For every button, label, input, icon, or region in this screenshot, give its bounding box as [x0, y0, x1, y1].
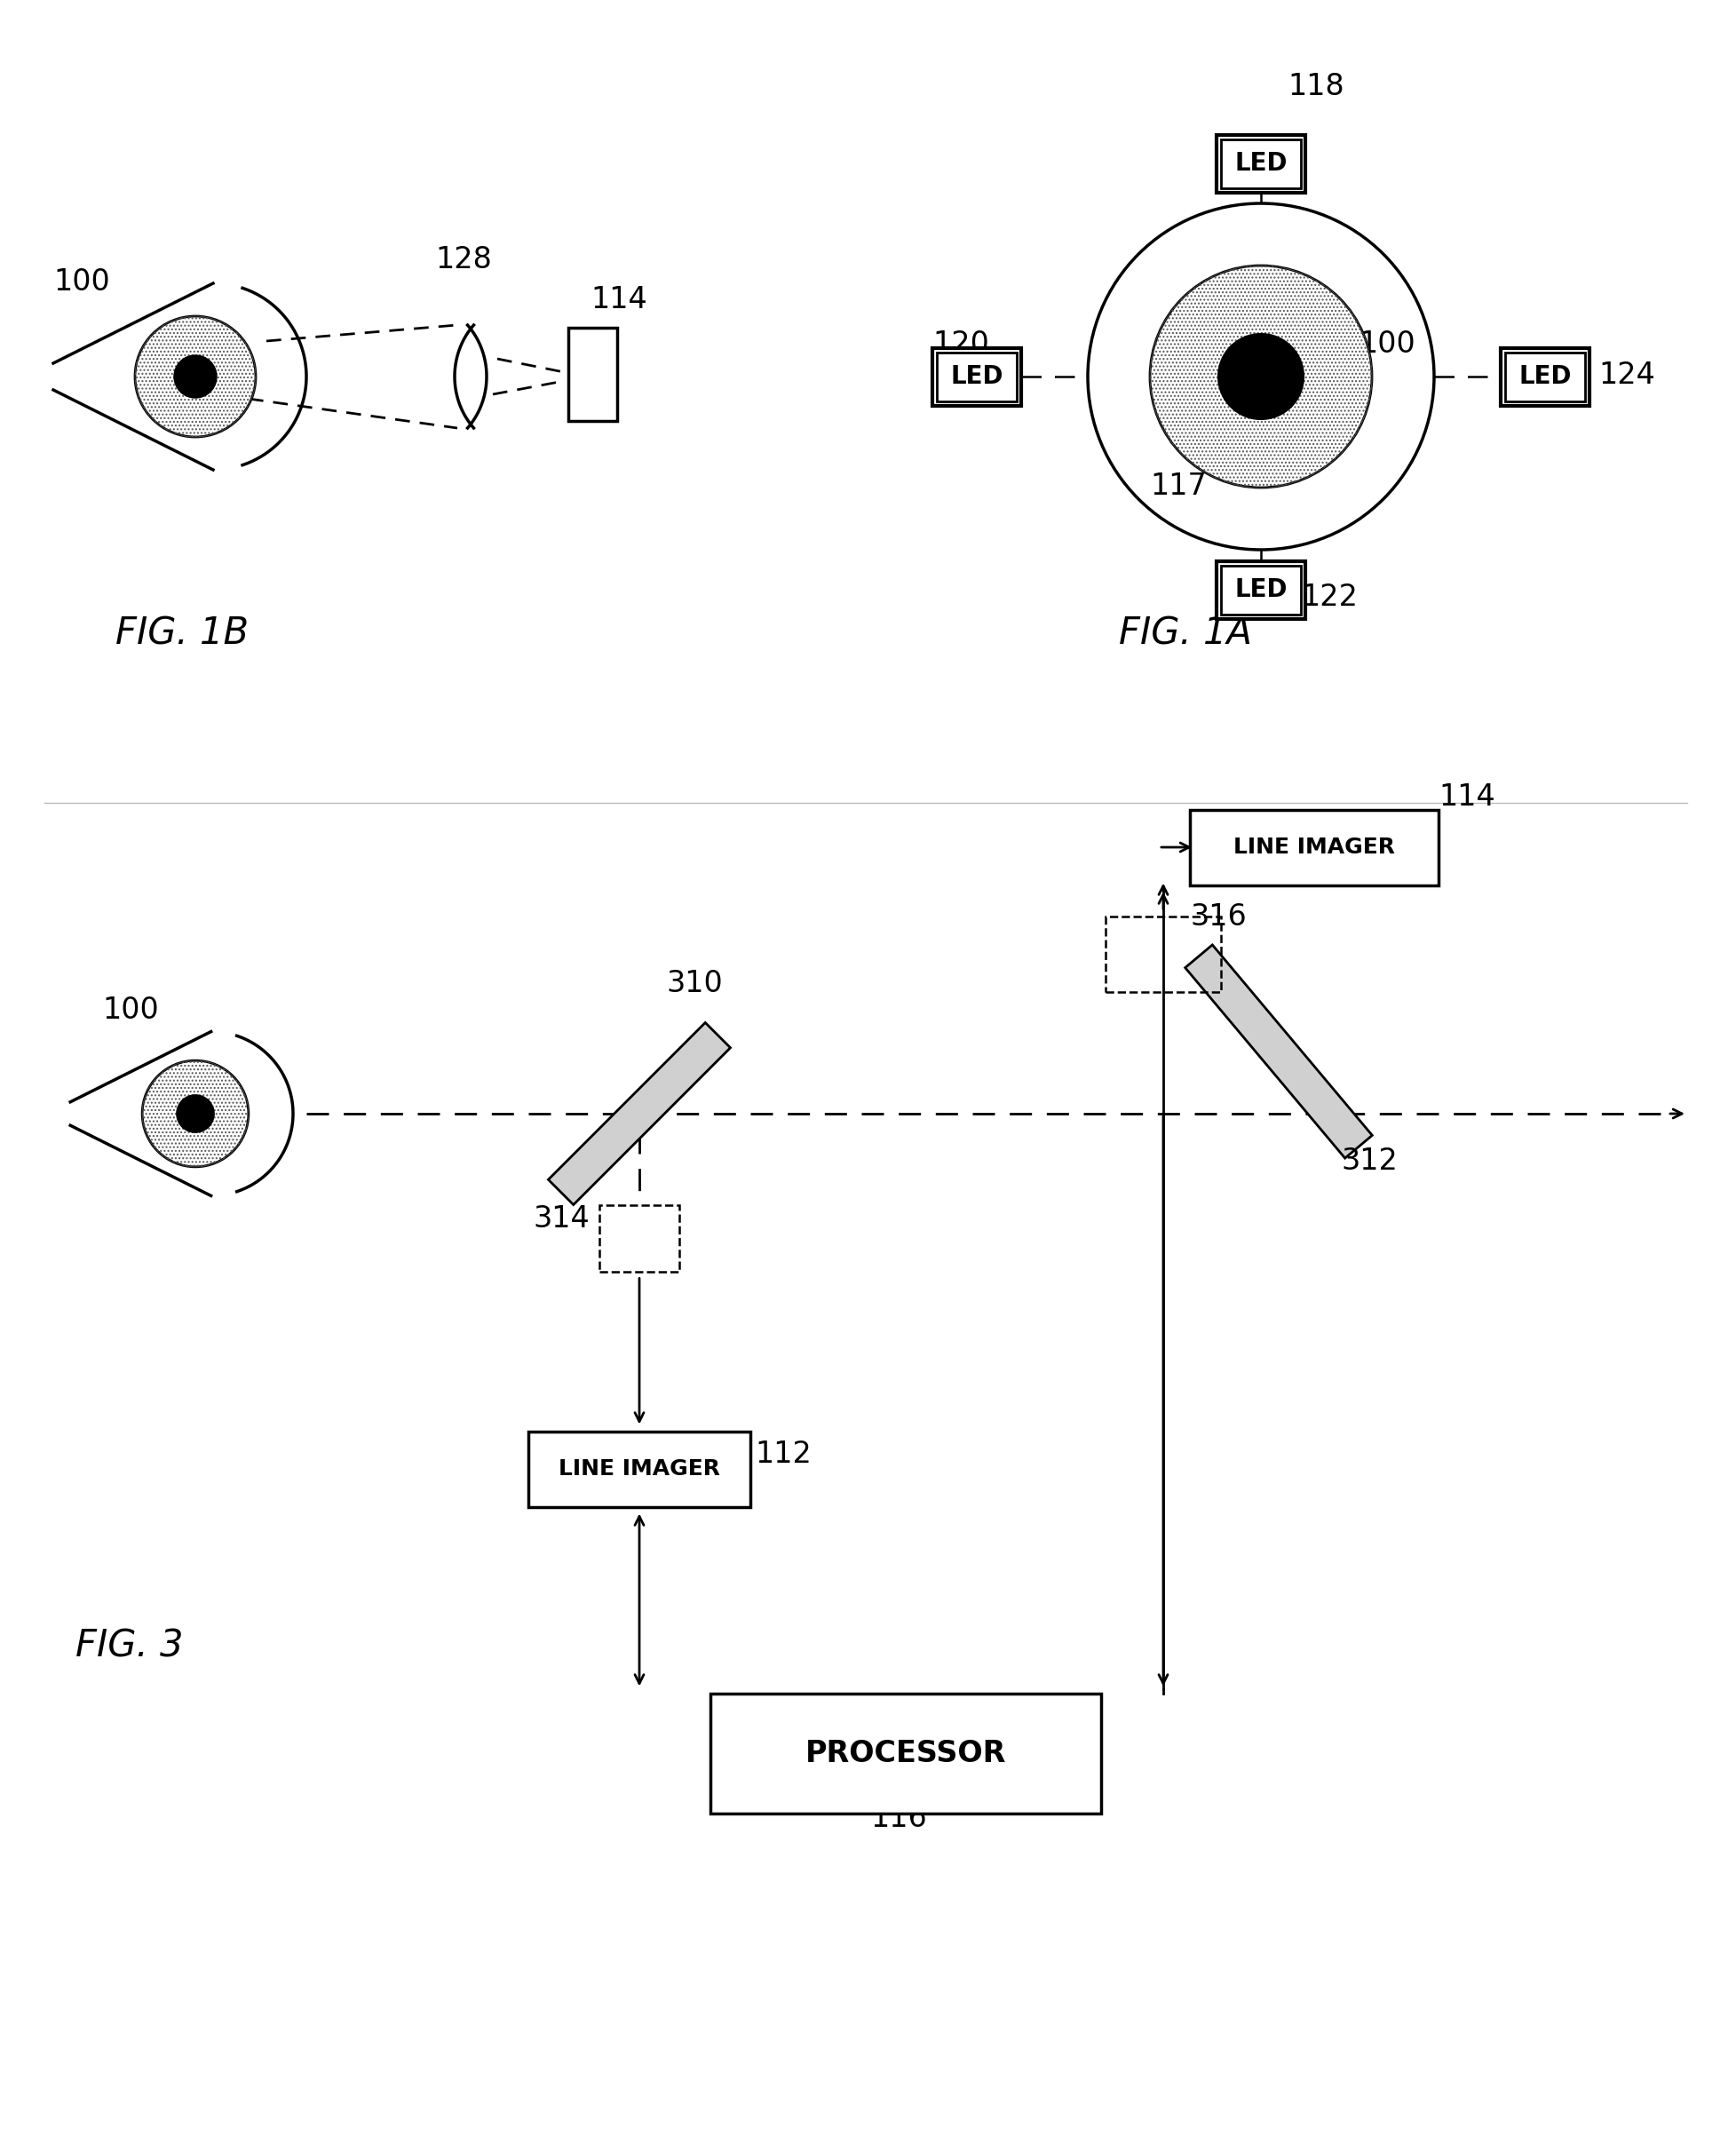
Text: LED: LED: [1234, 152, 1288, 175]
Bar: [1505, 352, 1585, 401]
Polygon shape: [549, 1023, 731, 1204]
Text: 114: 114: [1439, 781, 1495, 811]
Text: LED: LED: [950, 365, 1003, 389]
Text: 100: 100: [1359, 329, 1415, 359]
Text: 124: 124: [1599, 361, 1654, 391]
Text: FIG. 3: FIG. 3: [75, 1627, 184, 1665]
Text: LED: LED: [1234, 576, 1288, 602]
Bar: [599, 1204, 679, 1270]
Text: 112: 112: [755, 1439, 811, 1469]
Circle shape: [174, 354, 217, 397]
Text: 119: 119: [1269, 444, 1326, 474]
Text: 122: 122: [1300, 583, 1358, 613]
Bar: [1217, 562, 1305, 619]
Bar: [568, 327, 616, 421]
Text: LINE IMAGER: LINE IMAGER: [559, 1458, 720, 1480]
Text: 116: 116: [870, 1804, 927, 1834]
Circle shape: [142, 1061, 248, 1168]
Text: 118: 118: [1288, 73, 1344, 100]
Text: LED: LED: [1519, 365, 1571, 389]
Text: 314: 314: [533, 1204, 590, 1234]
Text: 316: 316: [1189, 903, 1246, 931]
Polygon shape: [1186, 946, 1371, 1157]
Text: 100: 100: [54, 267, 109, 297]
Circle shape: [177, 1095, 214, 1132]
Text: FIG. 1A: FIG. 1A: [1120, 615, 1252, 651]
Text: 310: 310: [667, 969, 722, 999]
Bar: [710, 1693, 1101, 1813]
Text: 128: 128: [436, 246, 491, 275]
Bar: [1106, 916, 1220, 991]
Bar: [937, 352, 1017, 401]
Text: FIG. 1B: FIG. 1B: [115, 615, 248, 651]
Bar: [1189, 809, 1439, 886]
Circle shape: [135, 316, 255, 438]
Circle shape: [1149, 265, 1371, 487]
Text: PROCESSOR: PROCESSOR: [806, 1738, 1007, 1768]
Bar: [528, 1430, 750, 1507]
Bar: [1220, 566, 1300, 615]
Bar: [1217, 135, 1305, 192]
Text: LINE IMAGER: LINE IMAGER: [1233, 837, 1396, 858]
Text: 117: 117: [1149, 472, 1207, 502]
Text: 312: 312: [1340, 1146, 1397, 1176]
Circle shape: [1219, 333, 1304, 418]
Text: 120: 120: [932, 329, 990, 359]
Text: 114: 114: [590, 286, 648, 314]
Bar: [1500, 348, 1590, 406]
Text: 100: 100: [102, 995, 158, 1025]
Bar: [1220, 139, 1300, 188]
Bar: [932, 348, 1021, 406]
